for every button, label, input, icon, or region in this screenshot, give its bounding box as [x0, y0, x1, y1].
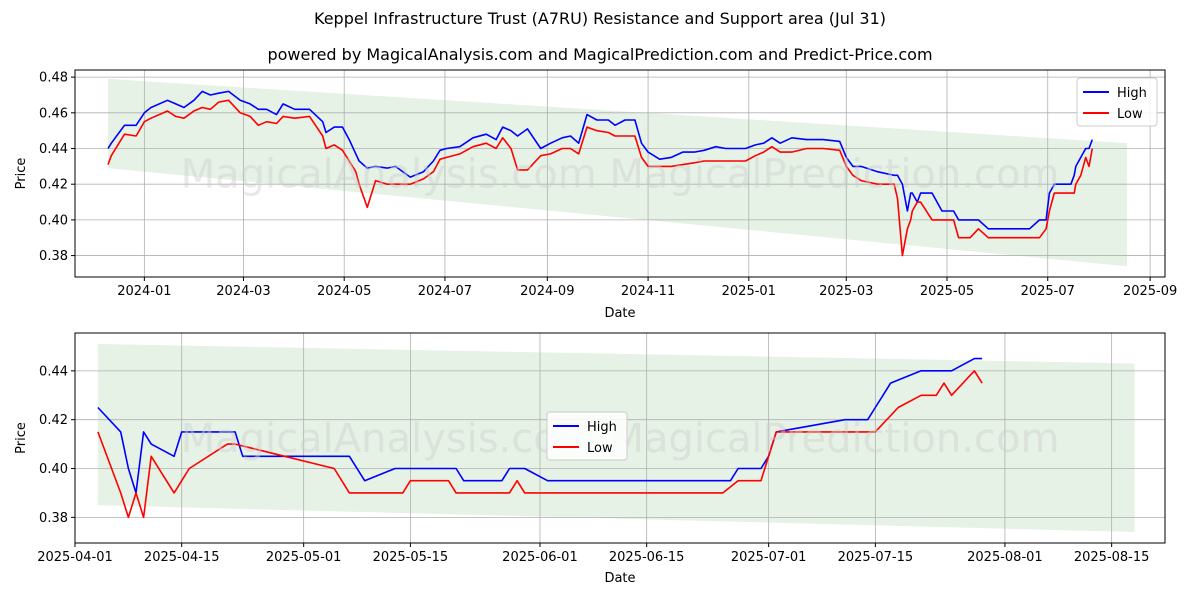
y-tick-label: 0.46: [39, 106, 68, 121]
y-tick-label: 0.40: [39, 213, 68, 228]
support-resistance-band: [108, 78, 1128, 267]
series-line-high: [97, 357, 983, 494]
legend: High Low: [1076, 77, 1158, 127]
y-axis-label: Price: [14, 422, 29, 454]
chart-2: MagicalAnalysis.com MagicalPrediction.co…: [14, 332, 1166, 586]
series-line-low: [97, 369, 983, 519]
x-tick-label: 2025-06-15: [609, 550, 685, 565]
y-tick-label: 0.44: [39, 142, 68, 157]
x-tick-label: 2024-01: [117, 284, 171, 299]
x-tick-label: 2025-07: [1021, 284, 1075, 299]
series-line-low: [107, 99, 1094, 257]
y-tick-label: 0.44: [39, 364, 68, 379]
legend-label-low: Low: [587, 441, 613, 456]
x-axis-label: Date: [604, 571, 635, 586]
x-tick-label: 2025-05-15: [373, 550, 449, 565]
legend-label-low: Low: [1117, 107, 1143, 122]
plot-frame: [74, 332, 1166, 544]
x-tick-label: 2025-08-01: [967, 550, 1043, 565]
x-tick-label: 2025-05: [920, 284, 974, 299]
x-axis-label: Date: [604, 306, 635, 321]
y-tick-label: 0.40: [39, 462, 68, 477]
x-tick-label: 2025-07-01: [731, 550, 807, 565]
y-tick-label: 0.42: [39, 413, 68, 428]
y-tick-label: 0.48: [39, 71, 68, 86]
y-tick-label: 0.38: [39, 511, 68, 526]
x-tick-label: 2025-07-15: [838, 550, 914, 565]
x-tick-label: 2024-05: [317, 284, 371, 299]
chart-title: Keppel Infrastructure Trust (A7RU) Resis…: [314, 9, 886, 28]
x-tick-label: 2024-07: [418, 284, 472, 299]
x-tick-label: 2024-03: [216, 284, 270, 299]
x-tick-label: 2025-08-15: [1074, 550, 1150, 565]
x-tick-label: 2024-09: [520, 284, 574, 299]
legend: High Low: [546, 411, 628, 461]
x-tick-label: 2025-04-01: [37, 550, 113, 565]
y-axis-label: Price: [14, 158, 29, 190]
y-tick-label: 0.38: [39, 249, 68, 264]
x-tick-label: 2025-04-15: [144, 550, 220, 565]
y-tick-label: 0.42: [39, 178, 68, 193]
x-tick-label: 2025-03: [819, 284, 873, 299]
legend-label-high: High: [587, 420, 617, 435]
chart-subtitle: powered by MagicalAnalysis.com and Magic…: [267, 45, 933, 64]
chart-1: MagicalAnalysis.com MagicalPrediction.co…: [14, 69, 1177, 321]
watermark: MagicalAnalysis.com MagicalPrediction.co…: [181, 152, 1060, 198]
legend-label-high: High: [1117, 86, 1147, 101]
x-tick-label: 2025-06-01: [502, 550, 578, 565]
plot-frame: [74, 69, 1166, 278]
x-tick-label: 2024-11: [621, 284, 675, 299]
x-tick-label: 2025-05-01: [266, 550, 342, 565]
series-line-high: [107, 90, 1094, 230]
x-tick-label: 2025-09: [1123, 284, 1177, 299]
x-tick-label: 2025-01: [722, 284, 776, 299]
